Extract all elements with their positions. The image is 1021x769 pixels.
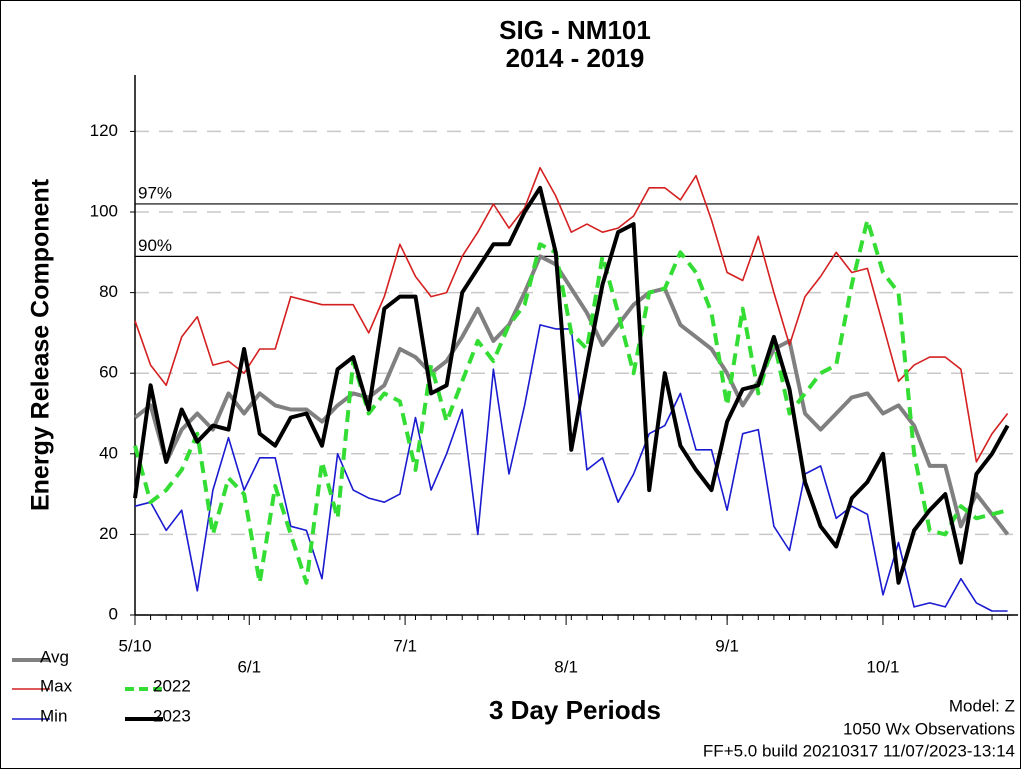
- chart-subtitle: 2014 - 2019: [506, 43, 645, 73]
- legend-label: 2022: [153, 676, 191, 695]
- x-tick-label: 10/1: [866, 657, 899, 676]
- x-tick-label: 5/10: [118, 636, 151, 655]
- annotation: FF+5.0 build 20210317 11/07/2023-13:14: [703, 741, 1015, 760]
- legend-label: 2023: [153, 706, 191, 725]
- y-tick-label: 60: [99, 363, 118, 382]
- annotation: 1050 Wx Observations: [843, 719, 1015, 738]
- y-tick-label: 0: [109, 604, 118, 623]
- annotation: Model: Z: [949, 696, 1015, 715]
- y-tick-label: 80: [99, 282, 118, 301]
- y-tick-label: 40: [99, 443, 118, 462]
- legend-label: Max: [40, 676, 73, 695]
- legend-label: Min: [40, 706, 67, 725]
- x-axis-label: 3 Day Periods: [489, 695, 661, 725]
- series-line: [134, 166, 1009, 463]
- x-tick-label: 8/1: [554, 657, 578, 676]
- y-axis-label: Energy Release Component: [27, 178, 55, 511]
- legend-label: Avg: [40, 647, 69, 666]
- x-tick-label: 6/1: [237, 657, 261, 676]
- series-line: [133, 254, 1010, 536]
- x-tick-label: 7/1: [393, 636, 417, 655]
- y-tick-label: 120: [90, 121, 118, 140]
- y-tick-label: 100: [90, 201, 118, 220]
- series-line: [133, 185, 1010, 585]
- chart-title: SIG - NM101: [499, 15, 651, 45]
- x-tick-label: 9/1: [715, 636, 739, 655]
- y-tick-label: 20: [99, 524, 118, 543]
- reference-label: 90%: [138, 236, 172, 255]
- series-line: [133, 218, 1009, 585]
- reference-label: 97%: [138, 183, 172, 202]
